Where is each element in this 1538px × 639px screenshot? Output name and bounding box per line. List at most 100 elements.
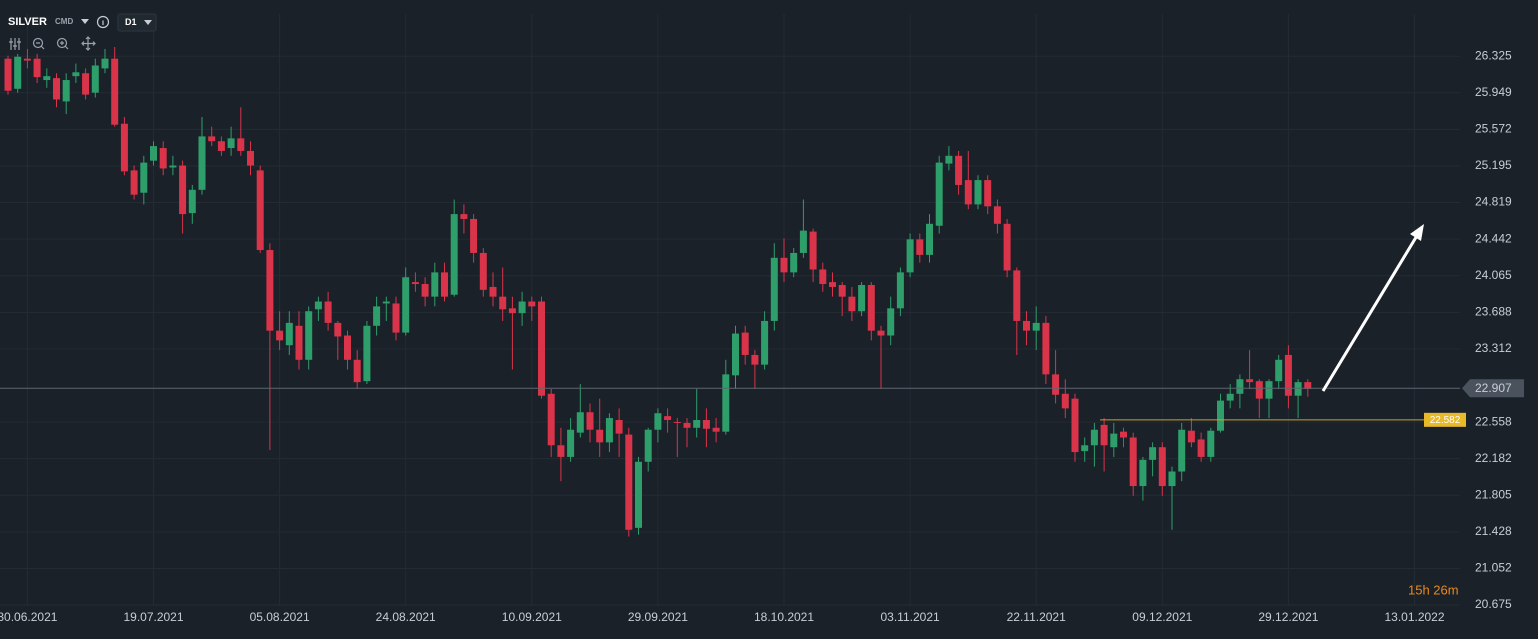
candle-body — [993, 206, 1001, 224]
candle-body — [62, 80, 70, 102]
candle-body — [538, 301, 545, 396]
candle-body — [848, 296, 856, 312]
x-tick-label: 09.12.2021 — [1132, 610, 1192, 624]
pan-icon[interactable] — [81, 36, 96, 51]
candle-body — [1042, 322, 1050, 375]
candle-body — [1061, 393, 1069, 409]
candle-body — [334, 322, 342, 337]
y-tick-label: 23.688 — [1475, 305, 1512, 319]
overlay: 22.907 22.582 15h 26m — [0, 379, 1524, 597]
candle-body — [770, 257, 778, 321]
info-icon[interactable] — [96, 15, 110, 29]
candle-body — [557, 445, 565, 457]
candle-body — [508, 308, 516, 314]
candle-body — [1149, 447, 1157, 460]
candle-body — [159, 148, 167, 169]
grid: 26.325 25.949 25.572 25.195 24.819 24.442 24.0… — [0, 14, 1512, 624]
symbol[interactable]: SILVER — [8, 16, 47, 28]
candle-body — [314, 301, 322, 310]
candle-body — [906, 239, 914, 273]
timeframe[interactable]: D1 — [125, 17, 137, 27]
y-tick-label: 24.065 — [1475, 268, 1512, 282]
candle-body — [867, 285, 875, 331]
level-label: 22.582 — [1430, 415, 1461, 426]
candle-body — [382, 301, 390, 304]
candle-body — [799, 230, 807, 253]
candle-body — [1090, 429, 1098, 446]
candle-body — [441, 272, 448, 297]
candle-body — [373, 306, 381, 326]
candle-body — [916, 239, 924, 255]
candle-body — [877, 330, 885, 336]
candle-body — [1236, 379, 1244, 394]
candle-body — [450, 214, 458, 295]
candle-body — [23, 58, 31, 61]
candle-body — [887, 308, 895, 336]
candle-body — [625, 434, 633, 530]
y-tick-label: 21.805 — [1475, 487, 1512, 501]
zoom-out-icon[interactable] — [32, 37, 44, 49]
y-tick-label: 25.949 — [1475, 85, 1512, 99]
candle-body — [1158, 447, 1166, 487]
y-tick-label: 21.052 — [1475, 561, 1512, 575]
candle-body — [188, 189, 196, 214]
candle-body — [1255, 381, 1263, 399]
zoom-out-detail — [36, 42, 45, 50]
y-tick-label: 21.428 — [1475, 524, 1512, 538]
candle-body — [683, 422, 691, 428]
timeframe-box[interactable] — [117, 13, 157, 32]
candle-body — [101, 58, 109, 69]
candle-body — [615, 420, 623, 434]
candle-body — [528, 301, 536, 307]
candle-body — [1110, 433, 1118, 448]
candle-body — [547, 393, 555, 446]
candle-body — [673, 421, 681, 423]
candle-body — [741, 332, 749, 355]
candle-body — [140, 162, 148, 193]
x-tick-label: 19.07.2021 — [123, 610, 183, 624]
candle-body — [935, 162, 943, 226]
candle-body — [693, 420, 701, 428]
indicators-icon[interactable] — [9, 38, 21, 50]
trend-arrow — [1321, 233, 1420, 392]
candle-body — [353, 359, 361, 383]
candle-body — [1129, 437, 1137, 487]
candle-body — [1120, 431, 1127, 438]
candle-body — [411, 282, 419, 285]
candle-body — [1265, 381, 1273, 399]
candle-body — [305, 311, 313, 360]
candle-body — [1032, 322, 1040, 331]
y-tick-label: 25.572 — [1475, 122, 1512, 136]
dropdown-arrow[interactable] — [81, 19, 89, 24]
candle-body — [576, 412, 584, 433]
candle-body — [780, 257, 788, 273]
candle-body — [237, 138, 245, 151]
candle-body — [1294, 382, 1302, 396]
y-tick-label: 23.312 — [1475, 341, 1512, 355]
candle-body — [1071, 398, 1079, 453]
zoom-in-detail — [60, 41, 69, 50]
candle-body — [217, 141, 225, 151]
candle-body — [974, 180, 982, 205]
candle-body — [256, 170, 264, 251]
candle-body — [1246, 379, 1254, 383]
candle-body — [276, 330, 284, 341]
candle-body — [1275, 359, 1283, 382]
y-tick-label: 25.195 — [1475, 158, 1512, 172]
timeframe-arrow[interactable] — [144, 20, 152, 25]
candle-body — [198, 136, 206, 190]
current-price-tag — [1462, 379, 1524, 398]
candle-body — [761, 320, 769, 365]
candle-body — [169, 165, 177, 168]
candle-body — [392, 303, 400, 333]
x-tick-label: 29.09.2021 — [628, 610, 688, 624]
candle-body — [402, 277, 410, 333]
candle-body — [654, 413, 662, 430]
candle-body — [984, 180, 992, 207]
candle-body — [499, 296, 507, 310]
zoom-in-icon[interactable] — [56, 37, 68, 49]
candle-body — [43, 76, 51, 81]
